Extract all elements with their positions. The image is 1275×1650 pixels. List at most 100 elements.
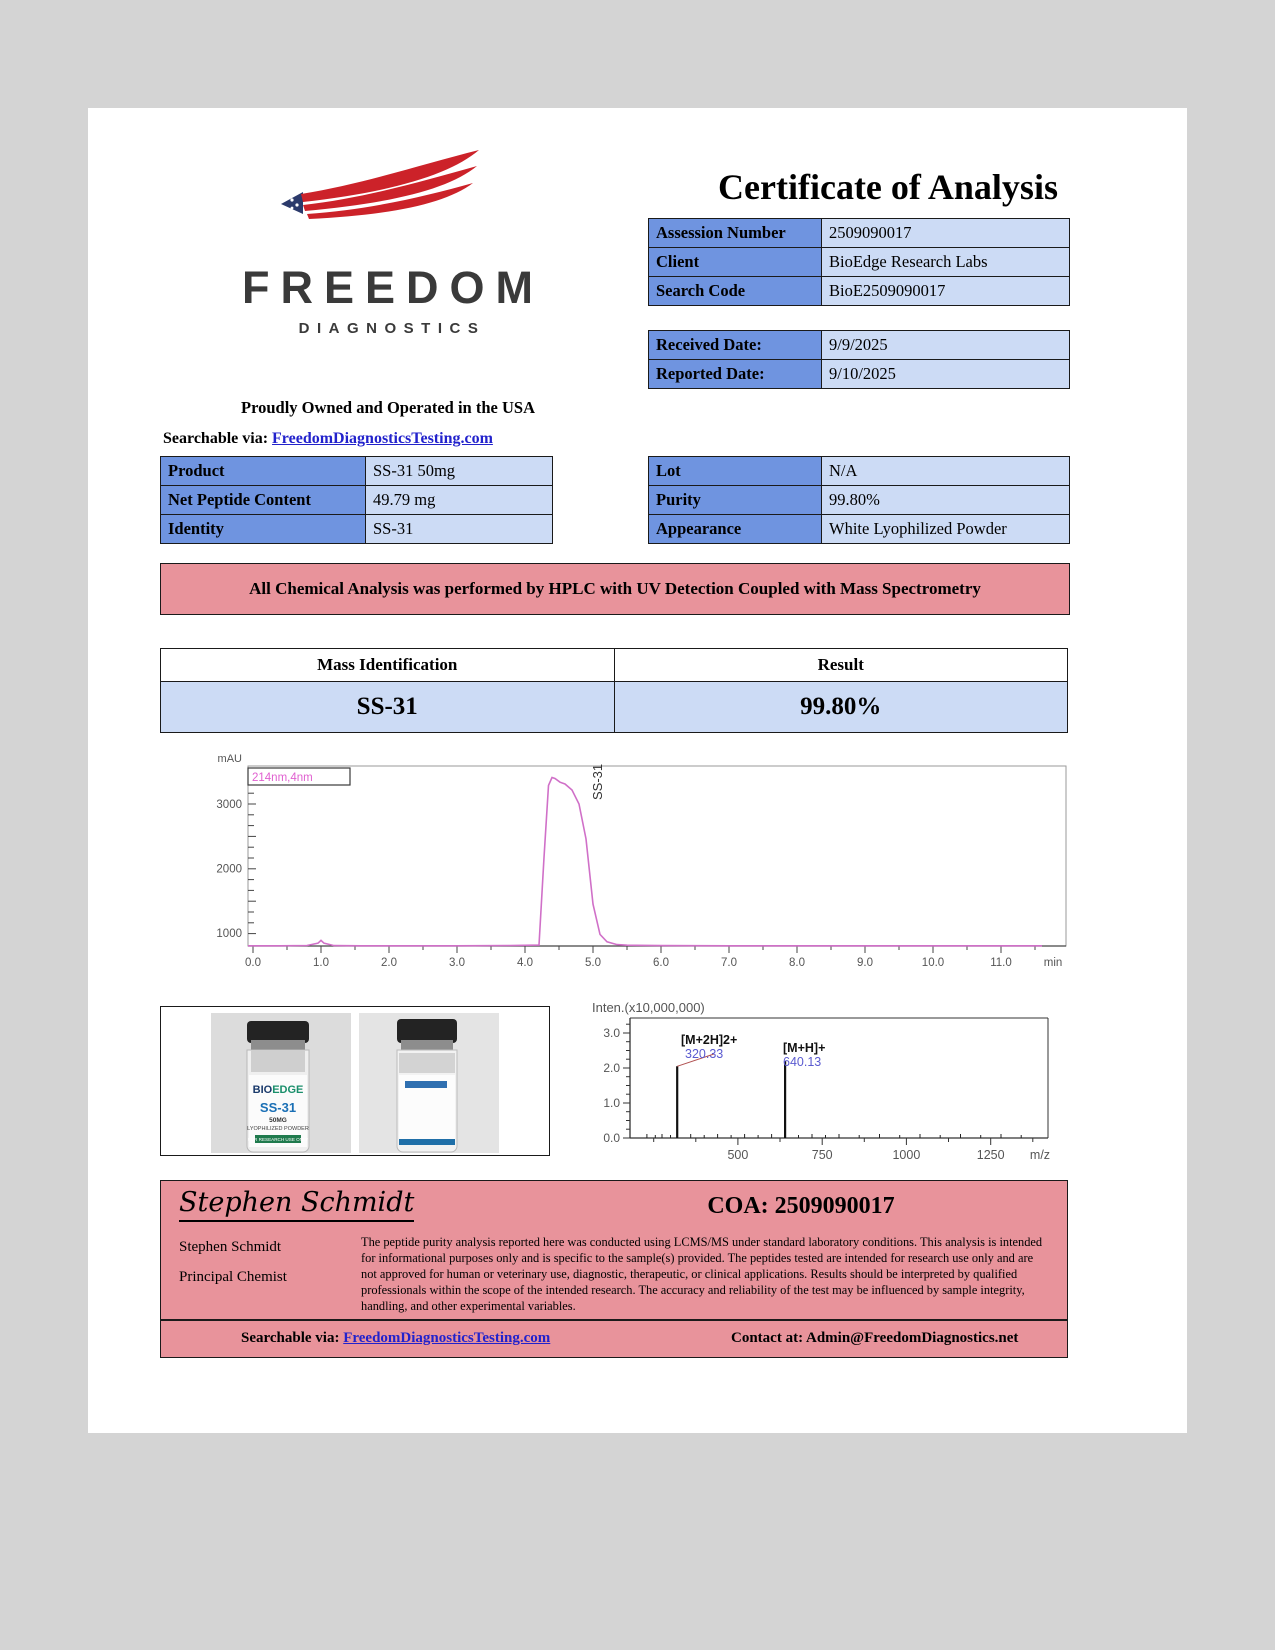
document-header: FREEDOM DIAGNOSTICS Proudly Owned and Op… (88, 108, 1187, 544)
ms-xtick: 1000 (892, 1148, 920, 1162)
table-row: Purity 99.80% (648, 485, 1070, 515)
chrom-xlabel: min (1044, 957, 1063, 969)
chrom-xtick: 3.0 (449, 957, 465, 969)
chrom-detector-label: 214nm,4nm (252, 772, 313, 784)
vial-product: SS-31 (260, 1100, 296, 1115)
ms-ytick: 2.0 (603, 1061, 620, 1075)
result-value: 99.80% (613, 681, 1068, 733)
product-photo-box: BIOEDGE SS-31 50MG LYOPHILIZED POWDER FO… (160, 1006, 550, 1156)
ms-xtick: 1250 (977, 1148, 1005, 1162)
chrom-xtick: 1.0 (313, 957, 329, 969)
row-key: Received Date: (648, 330, 822, 360)
row-value: 49.79 mg (365, 485, 553, 515)
chrom-xtick: 8.0 (789, 957, 805, 969)
ms-label-320: 320.33 (685, 1047, 723, 1061)
table-row: Received Date: 9/9/2025 (648, 330, 1070, 360)
chrom-xtick: 9.0 (857, 957, 873, 969)
col-header-mass-id: Mass Identification (160, 648, 615, 682)
row-key: Assession Number (648, 218, 822, 248)
row-key: Identity (160, 514, 366, 544)
vial-size: 50MG (269, 1117, 287, 1124)
table-row: Lot N/A (648, 456, 1070, 486)
chrom-xtick: 6.0 (653, 957, 669, 969)
row-key: Purity (648, 485, 822, 515)
dates-table: Received Date: 9/9/2025 Reported Date: 9… (648, 330, 1070, 389)
chrom-xtick: 0.0 (245, 957, 261, 969)
chrom-ytick: 3000 (216, 799, 242, 811)
mass-spectrum-chart: Inten.(x10,000,000) 0.0 1.0 2.0 3.0 (578, 998, 1078, 1168)
row-key: Product (160, 456, 366, 486)
chromatogram-trace (248, 776, 1042, 947)
row-value: 9/9/2025 (821, 330, 1070, 360)
coa-number: COA: 2509090017 (707, 1193, 895, 1219)
ms-annotation-2h: [M+2H]2+ (681, 1033, 737, 1047)
ms-annotation-h: [M+H]+ (783, 1041, 825, 1055)
searchable-label: Searchable via: (163, 430, 269, 447)
row-key: Client (648, 247, 822, 277)
ms-xlabel: m/z (1030, 1148, 1050, 1162)
vial-brand: BIOEDGE (253, 1084, 304, 1096)
searchable-link-top[interactable]: FreedomDiagnosticsTesting.com (272, 430, 493, 447)
freedom-diagnostics-logo: FREEDOM DIAGNOSTICS (178, 148, 598, 337)
signature-block: Stephen Schmidt COA: 2509090017 Stephen … (160, 1180, 1068, 1320)
chrom-ylabel: mAU (218, 753, 243, 765)
row-value: SS-31 50mg (365, 456, 553, 486)
analysis-method-banner: All Chemical Analysis was performed by H… (160, 563, 1070, 615)
table-row: Identity SS-31 (160, 514, 553, 544)
chrom-xtick: 7.0 (721, 957, 737, 969)
footer-searchable: Searchable via: FreedomDiagnosticsTestin… (241, 1330, 550, 1347)
ms-label-640: 640.13 (783, 1055, 821, 1069)
table-row: SS-31 99.80% (160, 681, 1068, 733)
hplc-chromatogram: mAU 214nm,4nm 3000 20 (136, 748, 1076, 988)
row-value: White Lyophilized Powder (821, 514, 1070, 544)
ms-ytick: 0.0 (603, 1131, 620, 1145)
table-row: Search Code BioE2509090017 (648, 276, 1070, 306)
footer-searchable-link[interactable]: FreedomDiagnosticsTesting.com (343, 1330, 551, 1346)
table-row: Product SS-31 50mg (160, 456, 553, 486)
signer-name: Stephen Schmidt (179, 1239, 282, 1255)
footer-bar: Searchable via: FreedomDiagnosticsTestin… (160, 1320, 1068, 1358)
mass-id-value: SS-31 (160, 681, 615, 733)
table-row: Assession Number 2509090017 (648, 218, 1070, 248)
ms-xtick: 500 (727, 1148, 748, 1162)
chrom-xtick: 5.0 (585, 957, 601, 969)
row-value: N/A (821, 456, 1070, 486)
signature-script: Stephen Schmidt (179, 1187, 415, 1222)
footer-searchable-label: Searchable via: (241, 1330, 340, 1346)
coa-page: FREEDOM DIAGNOSTICS Proudly Owned and Op… (88, 108, 1187, 1433)
ms-ytick: 3.0 (603, 1026, 620, 1040)
row-value: 2509090017 (821, 218, 1070, 248)
eagle-flag-icon (281, 150, 479, 219)
lot-table: Lot N/A Purity 99.80% Appearance White L… (648, 456, 1070, 544)
vial-photo-front: BIOEDGE SS-31 50MG LYOPHILIZED POWDER FO… (211, 1013, 351, 1153)
row-key: Net Peptide Content (160, 485, 366, 515)
row-key: Lot (648, 456, 822, 486)
table-row: Reported Date: 9/10/2025 (648, 359, 1070, 389)
signer-role: Principal Chemist (179, 1269, 287, 1285)
page-title: Certificate of Analysis (718, 167, 1058, 207)
chrom-xtick: 2.0 (381, 957, 397, 969)
vial-photo-back (359, 1013, 499, 1153)
footer-contact: Contact at: Admin@FreedomDiagnostics.net (731, 1330, 1019, 1346)
col-header-result: Result (613, 648, 1068, 682)
logo-wordmark: FREEDOM (242, 262, 544, 313)
table-row: Net Peptide Content 49.79 mg (160, 485, 553, 515)
ms-ytick: 1.0 (603, 1096, 620, 1110)
chrom-xtick: 11.0 (990, 957, 1012, 969)
disclaimer-text: The peptide purity analysis reported her… (361, 1235, 1043, 1313)
chrom-xtick: 10.0 (922, 957, 944, 969)
ms-xtick: 750 (812, 1148, 833, 1162)
table-header-row: Mass Identification Result (160, 648, 1068, 682)
chrom-ytick: 1000 (216, 928, 242, 940)
searchable-via-top: Searchable via: FreedomDiagnosticsTestin… (163, 430, 493, 448)
row-value: BioE2509090017 (821, 276, 1070, 306)
row-key: Search Code (648, 276, 822, 306)
row-value: SS-31 (365, 514, 553, 544)
row-key: Appearance (648, 514, 822, 544)
chrom-xtick: 4.0 (517, 957, 533, 969)
ms-title: Inten.(x10,000,000) (592, 1000, 705, 1015)
chrom-ytick: 2000 (216, 864, 242, 876)
logo-subtitle: DIAGNOSTICS (298, 320, 486, 337)
chrom-peak-label: SS-31 (590, 764, 605, 800)
proudly-usa-text: Proudly Owned and Operated in the USA (241, 398, 535, 417)
